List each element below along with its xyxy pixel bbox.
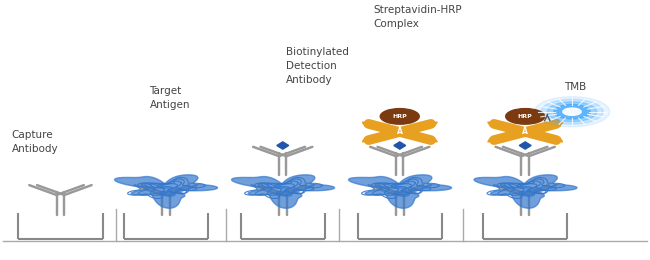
Circle shape — [541, 99, 603, 124]
Text: Streptavidin-HRP
Complex: Streptavidin-HRP Complex — [374, 5, 462, 29]
Circle shape — [534, 97, 610, 127]
Polygon shape — [553, 122, 563, 126]
Polygon shape — [428, 122, 437, 126]
Polygon shape — [348, 175, 452, 208]
Text: TMB: TMB — [564, 82, 586, 92]
Polygon shape — [362, 122, 372, 126]
Text: HRP: HRP — [518, 114, 532, 119]
Circle shape — [547, 102, 597, 122]
Polygon shape — [114, 175, 218, 208]
Text: Biotinylated
Detection
Antibody: Biotinylated Detection Antibody — [286, 47, 349, 85]
Text: HRP: HRP — [393, 114, 407, 119]
Text: A: A — [396, 127, 403, 136]
Polygon shape — [488, 138, 497, 142]
Polygon shape — [474, 175, 577, 208]
Circle shape — [554, 105, 590, 119]
Circle shape — [563, 108, 581, 115]
Circle shape — [380, 109, 419, 124]
Polygon shape — [428, 138, 437, 142]
Polygon shape — [488, 122, 497, 126]
Circle shape — [506, 109, 545, 124]
Text: Capture
Antibody: Capture Antibody — [12, 130, 58, 154]
Text: Target
Antigen: Target Antigen — [150, 86, 190, 110]
Polygon shape — [553, 138, 563, 142]
Polygon shape — [231, 175, 335, 208]
Polygon shape — [362, 138, 372, 142]
Polygon shape — [519, 142, 531, 149]
Text: A: A — [522, 127, 528, 136]
Polygon shape — [394, 142, 406, 149]
Polygon shape — [277, 142, 289, 149]
